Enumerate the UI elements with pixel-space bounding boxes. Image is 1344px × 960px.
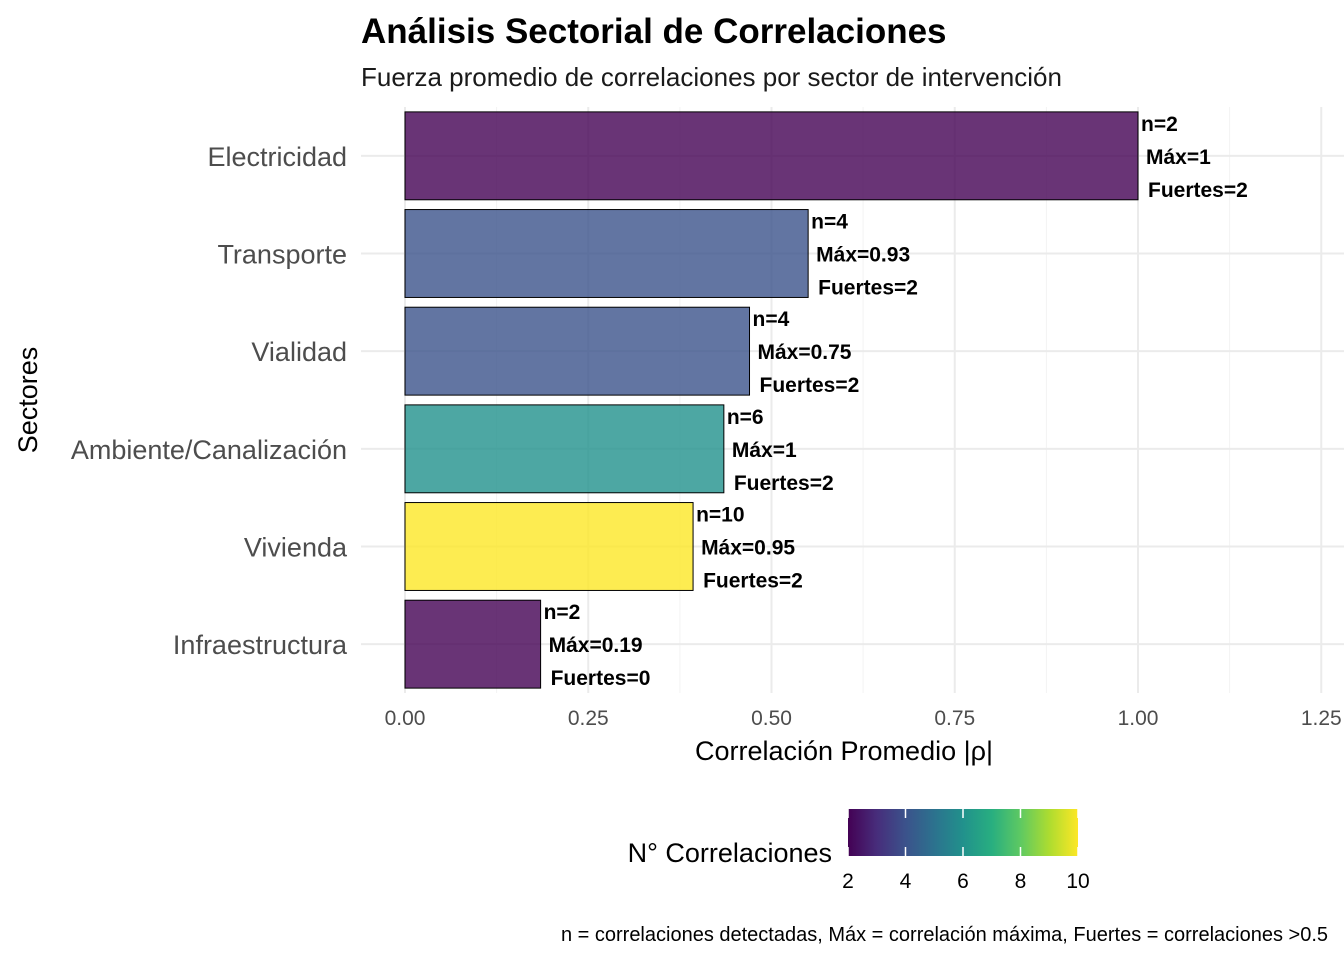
color-legend: N° Correlaciones 2 4 6 8 10 [628, 809, 1090, 893]
legend-title: N° Correlaciones [628, 838, 832, 868]
bar [404, 404, 725, 494]
bar [404, 599, 542, 689]
bar-data-label: n=10 [696, 504, 744, 527]
y-tick-label: Vivienda [244, 533, 348, 563]
bar [404, 502, 694, 591]
bar-data-label: Máx=0.75 [758, 341, 852, 364]
bar-data-label: Fuertes=2 [818, 277, 918, 300]
bar-data-label: n=4 [811, 211, 848, 234]
bars-group [404, 111, 1139, 689]
x-tick-label: 0.50 [751, 707, 792, 730]
chart-subtitle: Fuerza promedio de correlaciones por sec… [361, 62, 1062, 92]
legend-tick-label: 6 [957, 870, 969, 893]
chart-title: Análisis Sectorial de Correlaciones [361, 12, 947, 51]
bar-data-label: n=6 [727, 406, 764, 429]
legend-tick-label: 8 [1015, 870, 1027, 893]
bar-data-label: n=2 [1141, 113, 1178, 136]
x-tick-label: 0.00 [385, 707, 426, 730]
bar-labels-group: n=2 Máx=1 Fuertes=2 n=4 Máx=0.93 Fuertes=2 n=4… [544, 113, 1248, 690]
y-tick-label: Ambiente/Canalización [71, 435, 347, 465]
legend-tick-label: 2 [842, 870, 854, 893]
bar-data-label: Fuertes=0 [551, 667, 651, 690]
bar-data-label: Fuertes=2 [703, 570, 803, 593]
bar-data-label: n=2 [544, 601, 581, 624]
bar-data-label: Máx=0.93 [816, 244, 910, 267]
chart-caption: n = correlaciones detectadas, Máx = corr… [561, 924, 1328, 946]
x-tick-label: 1.00 [1118, 707, 1159, 730]
bar-data-label: n=4 [753, 308, 790, 331]
bar [404, 306, 751, 396]
bar-data-label: Máx=0.19 [549, 634, 643, 657]
x-axis-title: Correlación Promedio |ρ| [695, 736, 993, 766]
y-tick-label: Electricidad [207, 142, 347, 172]
y-tick-label: Transporte [217, 240, 347, 270]
bar-data-label: Fuertes=2 [734, 472, 834, 495]
legend-tick-label: 4 [900, 870, 912, 893]
x-tick-label: 1.25 [1301, 707, 1342, 730]
bar-data-label: Máx=1 [732, 439, 797, 462]
y-tick-labels: Electricidad Transporte Vialidad Ambiente/C… [71, 142, 348, 660]
y-tick-label: Infraestructura [173, 630, 348, 660]
bar [404, 111, 1139, 201]
bar-data-label: Fuertes=2 [760, 374, 860, 397]
legend-ticks: 2 4 6 8 10 [842, 809, 1090, 893]
bar-data-label: Máx=0.95 [701, 537, 795, 560]
y-tick-label: Vialidad [251, 337, 347, 367]
bar [404, 209, 809, 298]
x-tick-labels: 0.00 0.25 0.50 0.75 1.00 1.25 [385, 707, 1342, 730]
y-axis-title: Sectores [13, 347, 43, 454]
bar-data-label: Máx=1 [1146, 146, 1211, 169]
x-tick-label: 0.25 [568, 707, 609, 730]
bar-data-label: Fuertes=2 [1148, 179, 1248, 202]
x-tick-label: 0.75 [934, 707, 975, 730]
legend-tick-label: 10 [1066, 870, 1089, 893]
